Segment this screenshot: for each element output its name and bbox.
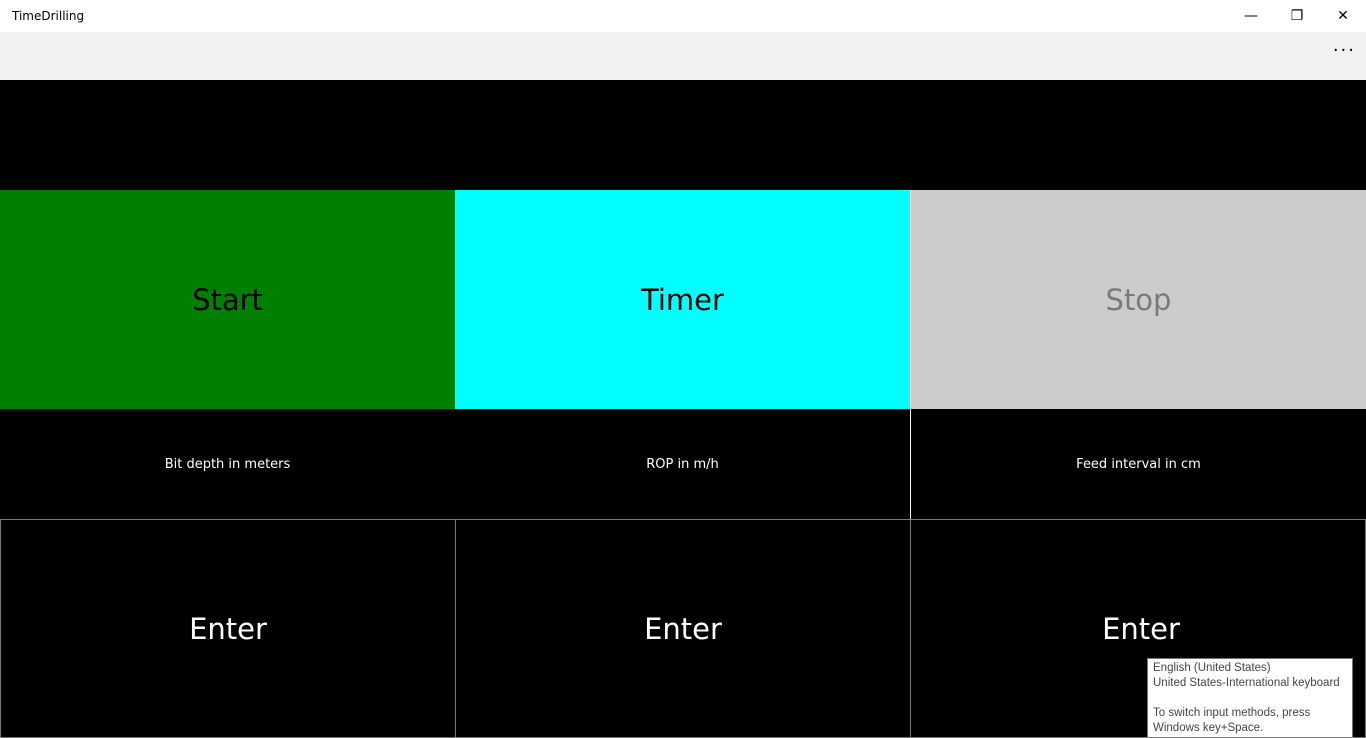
tooltip-hint: To switch input methods, press <box>1153 707 1311 719</box>
app-title: TimeDrilling <box>12 9 85 23</box>
rop-label: ROP in m/h <box>646 456 719 472</box>
rop-enter-button[interactable]: Enter <box>455 519 911 738</box>
minimize-button[interactable]: — <box>1228 0 1274 32</box>
stop-button[interactable]: Stop <box>910 190 1366 409</box>
minimize-icon: — <box>1244 8 1258 24</box>
more-options-button[interactable]: ··· <box>1332 40 1356 61</box>
command-bar: ··· <box>0 32 1366 80</box>
enter-label: Enter <box>644 611 722 646</box>
timer-button[interactable]: Timer <box>455 190 910 409</box>
start-label: Start <box>192 282 263 317</box>
timer-label: Timer <box>641 282 724 317</box>
enter-label: Enter <box>1102 611 1180 646</box>
enter-label: Enter <box>189 611 267 646</box>
close-button[interactable]: ✕ <box>1320 0 1366 32</box>
tooltip-language: English (United States) <box>1153 662 1271 674</box>
title-bar: TimeDrilling — ❐ ✕ <box>0 0 1366 32</box>
feed-interval-enter-button[interactable]: Enter <box>910 519 1366 738</box>
tooltip-hint-shortcut: Windows key+Space. <box>1153 722 1264 734</box>
restore-button[interactable]: ❐ <box>1274 0 1320 32</box>
start-button[interactable]: Start <box>0 190 455 409</box>
stop-label: Stop <box>1105 282 1172 317</box>
restore-icon: ❐ <box>1290 8 1304 24</box>
bit-depth-label: Bit depth in meters <box>164 456 291 472</box>
tooltip-keyboard: United States-International keyboard <box>1153 677 1340 689</box>
main-grid: Start Timer Stop Bit depth in meters ROP… <box>0 190 1366 738</box>
bit-depth-enter-button[interactable]: Enter <box>0 519 456 738</box>
display-area <box>0 80 1366 190</box>
feed-interval-label: Feed interval in cm <box>910 409 1366 519</box>
input-method-tooltip: English (United States) United States-In… <box>1147 658 1353 738</box>
close-icon: ✕ <box>1337 8 1349 24</box>
